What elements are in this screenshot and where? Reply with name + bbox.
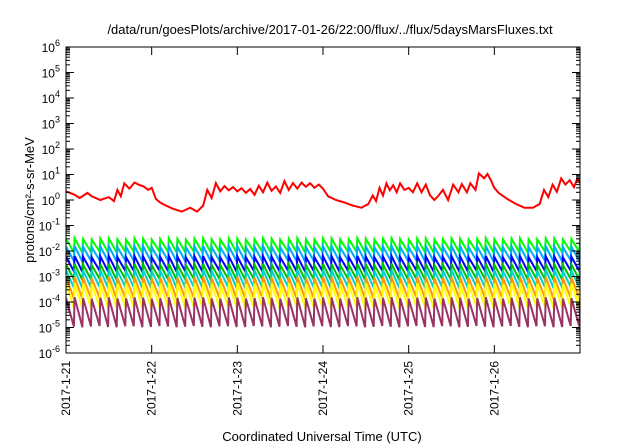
series-line-2 — [66, 234, 580, 257]
x-tick-label: 2017-1-23 — [230, 361, 244, 416]
y-tick-label: 100 — [42, 191, 60, 208]
x-axis-title: Coordinated Universal Time (UTC) — [222, 429, 421, 444]
x-tick-label: 2017-1-24 — [316, 361, 330, 416]
series-line-4 — [66, 252, 580, 276]
y-tick-label: 10-4 — [39, 293, 60, 310]
series-line-3 — [66, 241, 580, 266]
y-tick-label: 103 — [42, 115, 60, 132]
series-line-6 — [66, 269, 580, 289]
axis-layer: 10-6 10-5 10-4 10-3 10-2 10-1 100 101 102 103 104 1… — [39, 38, 580, 416]
chart-title: /data/run/goesPlots/archive/2017-01-26/2… — [107, 22, 553, 37]
series-line-9 — [66, 297, 580, 328]
y-tick-label: 104 — [42, 89, 60, 106]
plot-frame — [65, 46, 581, 354]
x-tick-label: 2017-1-22 — [145, 361, 159, 416]
series-line-1 — [66, 171, 580, 213]
y-tick-label: 10-6 — [39, 344, 60, 361]
y-tick-label: 10-5 — [39, 319, 60, 336]
series-line-5 — [66, 260, 580, 284]
y-tick-label: 101 — [42, 166, 60, 183]
y-tick-label: 102 — [42, 140, 60, 157]
y-axis-title: protons/cm²-s-sr-MeV — [22, 137, 37, 263]
y-tick-label: 10-2 — [39, 242, 60, 259]
x-tick-label: 2017-1-25 — [402, 361, 416, 416]
series-line-7 — [66, 276, 580, 300]
series-layer — [66, 171, 580, 328]
y-tick-label: 106 — [42, 38, 60, 55]
x-tick-label: 2017-1-21 — [59, 361, 73, 416]
y-tick-label: 10-1 — [39, 217, 60, 234]
series-line-8 — [66, 282, 580, 309]
y-tick-label: 105 — [42, 64, 60, 81]
x-tick-label: 2017-1-26 — [487, 361, 501, 416]
y-tick-label: 10-3 — [39, 268, 60, 285]
